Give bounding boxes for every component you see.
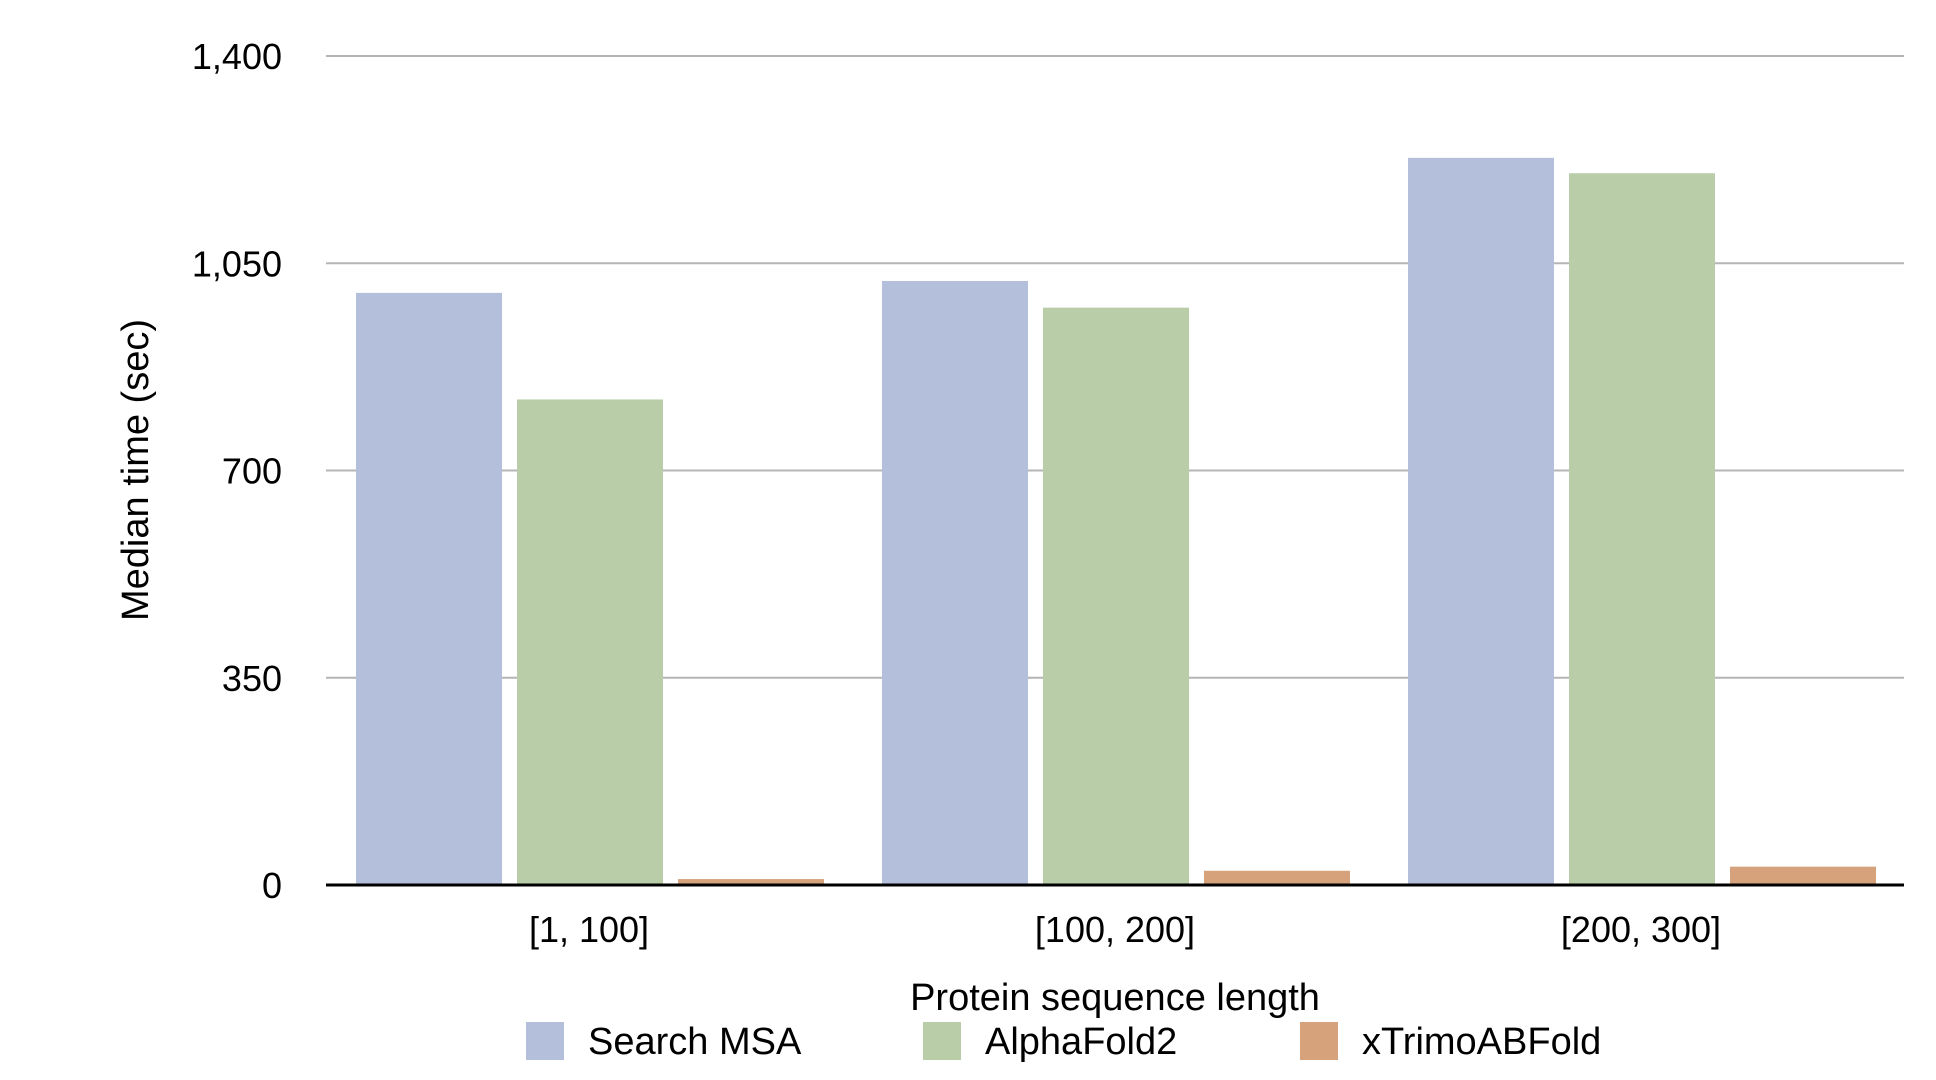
bars [356, 157, 1876, 886]
y-tick-label: 700 [222, 451, 282, 492]
legend-label: AlphaFold2 [985, 1021, 1177, 1063]
bar-xtrimoabfold [678, 879, 824, 885]
x-tick-labels: [1, 100] [100, 200] [200, 300] [529, 909, 1721, 950]
x-tick-label: [1, 100] [529, 909, 649, 950]
bar-search-msa [882, 281, 1028, 885]
legend-label: xTrimoABFold [1362, 1021, 1601, 1063]
bar-alphafold2 [517, 399, 663, 885]
x-axis-title: Protein sequence length [910, 977, 1320, 1019]
legend-swatch [1300, 1022, 1338, 1060]
y-tick-label: 0 [262, 865, 282, 906]
y-tick-label: 350 [222, 658, 282, 699]
legend: Search MSA AlphaFold2 xTrimoABFold [526, 1021, 1601, 1063]
y-tick-labels: 0 350 700 1,050 1,400 [192, 36, 282, 906]
legend-swatch [526, 1022, 564, 1060]
y-tick-label: 1,400 [192, 36, 282, 77]
x-tick-label: [100, 200] [1035, 909, 1195, 950]
bar-xtrimoabfold [1204, 870, 1350, 885]
bar-alphafold2 [1569, 173, 1715, 886]
y-tick-label: 1,050 [192, 243, 282, 284]
bar-search-msa [1408, 157, 1554, 885]
legend-swatch [923, 1022, 961, 1060]
y-axis-title: Median time (sec) [115, 319, 157, 621]
bar-xtrimoabfold [1730, 866, 1876, 885]
bar-search-msa [356, 292, 502, 885]
x-tick-label: [200, 300] [1561, 909, 1721, 950]
legend-label: Search MSA [588, 1021, 802, 1063]
bar-alphafold2 [1043, 307, 1189, 885]
